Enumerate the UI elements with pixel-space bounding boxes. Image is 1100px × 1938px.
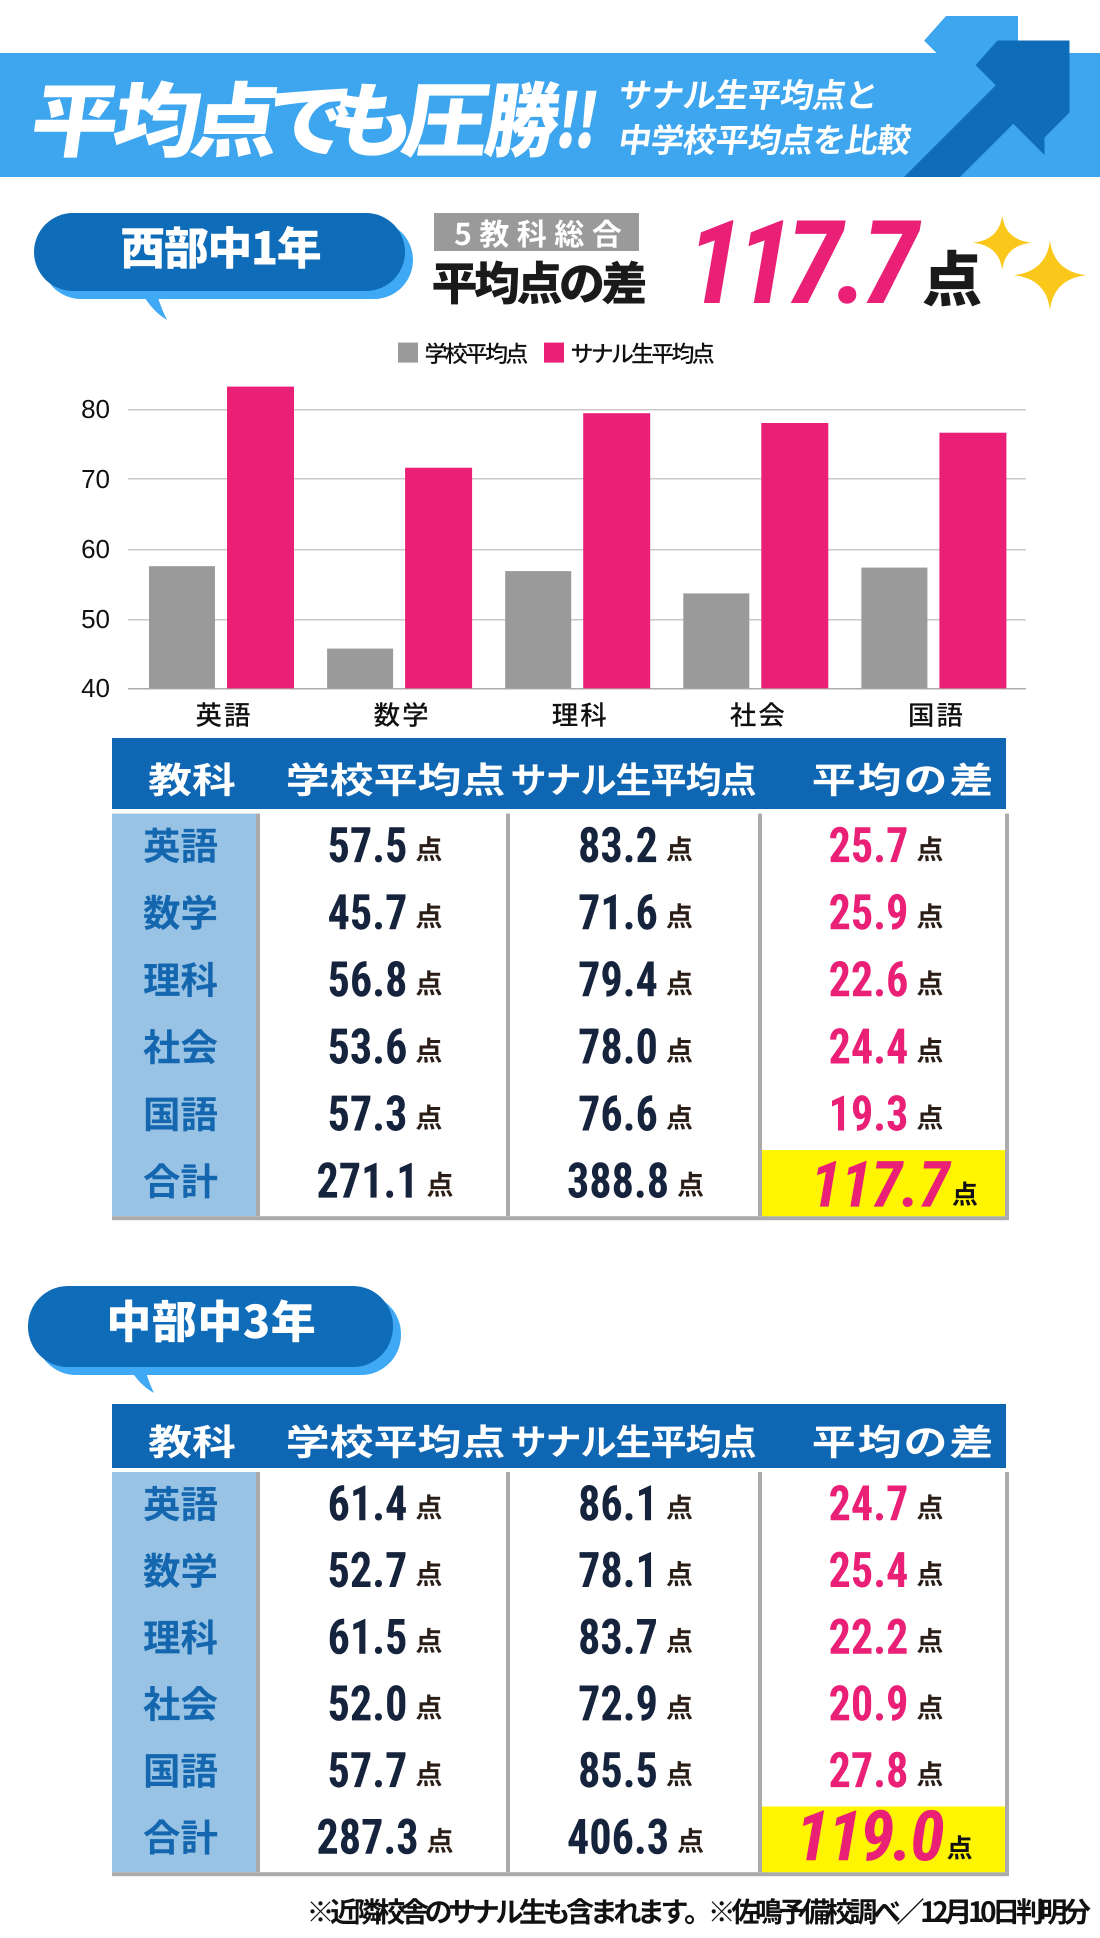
svg-text:60: 60 [81, 534, 110, 564]
svg-text:70: 70 [81, 464, 110, 494]
svg-text:50: 50 [81, 604, 110, 634]
svg-text:40: 40 [81, 673, 110, 703]
svg-text:80: 80 [81, 394, 110, 424]
